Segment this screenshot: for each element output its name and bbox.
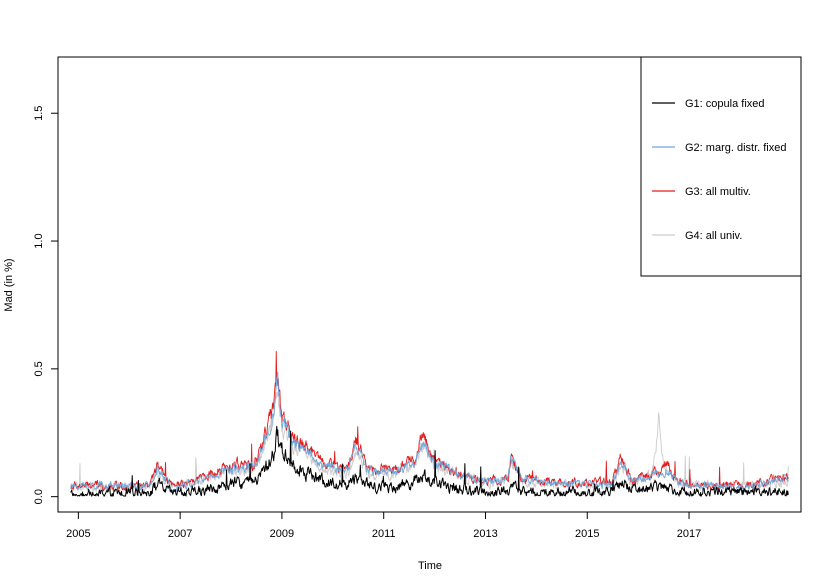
series-line	[70, 371, 789, 493]
x-axis: 2005 2007 2009 2011 2013 2015 2017	[66, 511, 701, 540]
legend-entry: G3: all multiv.	[685, 186, 751, 198]
y-axis-label: Mad (in %)	[3, 258, 15, 311]
y-axis: 0.0 0.5 1.0 1.5	[33, 106, 59, 504]
legend-entry: G2: marg. distr. fixed	[685, 142, 786, 154]
x-tick-label: 2005	[66, 528, 90, 540]
y-tick-label: 0.5	[33, 361, 45, 376]
y-tick-label: 1.0	[33, 233, 45, 248]
x-tick-label: 2009	[270, 528, 294, 540]
x-tick-label: 2017	[677, 528, 701, 540]
y-tick-label: 1.5	[33, 106, 45, 121]
x-tick-label: 2013	[473, 528, 497, 540]
legend-entry: G4: all univ.	[685, 230, 742, 242]
y-tick-label: 0.0	[33, 489, 45, 504]
series-line	[70, 425, 789, 497]
legend: G1: copula fixed G2: marg. distr. fixed G3…	[640, 56, 802, 277]
x-tick-label: 2015	[575, 528, 599, 540]
x-axis-label: Time	[418, 560, 442, 572]
x-tick-label: 2011	[372, 528, 396, 540]
x-tick-label: 2007	[168, 528, 192, 540]
legend-entry: G1: copula fixed	[685, 98, 765, 110]
series-layer	[70, 351, 789, 497]
legend-box	[640, 56, 802, 277]
